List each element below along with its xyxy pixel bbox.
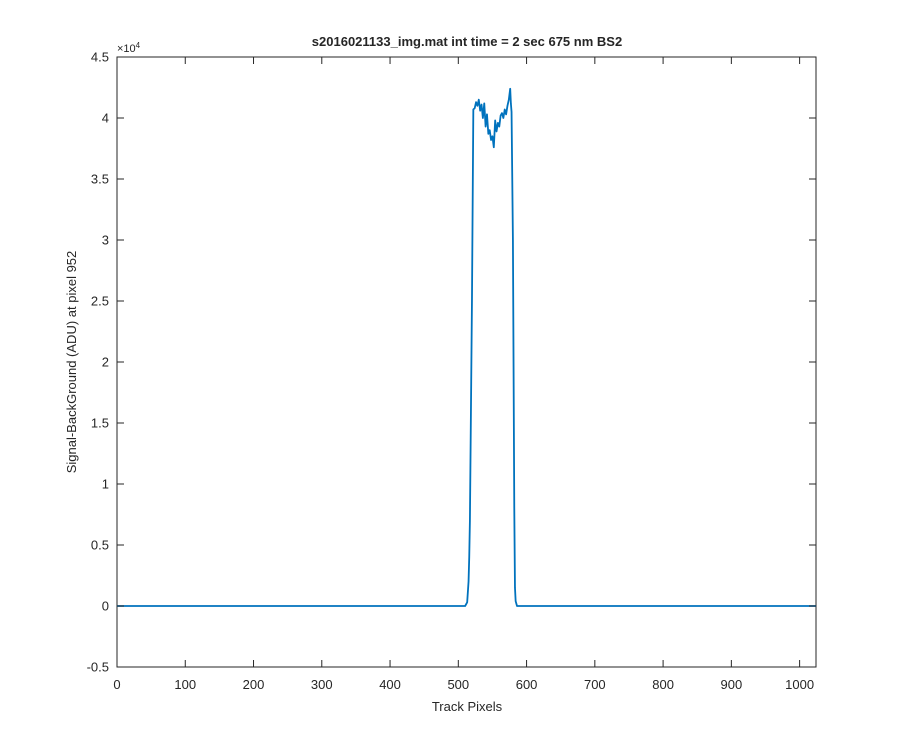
y-tick-label: 1.5 bbox=[91, 416, 109, 431]
y-axis-label: Signal-BackGround (ADU) at pixel 952 bbox=[64, 251, 79, 474]
chart-title: s2016021133_img.mat int time = 2 sec 675… bbox=[312, 34, 622, 49]
x-tick-label: 100 bbox=[174, 677, 196, 692]
y-tick-label: 1 bbox=[102, 477, 109, 492]
y-tick-label: 4 bbox=[102, 111, 109, 126]
x-tick-label: 700 bbox=[584, 677, 606, 692]
plot-area: 0 100 200 300 400 500 600 700 800 900 1000 -0.5 0 0.… bbox=[87, 50, 817, 692]
y-exponent-label: ×104 bbox=[117, 41, 141, 55]
x-tick-label: 1000 bbox=[785, 677, 814, 692]
x-tick-label: 0 bbox=[113, 677, 120, 692]
y-tick-label: 0 bbox=[102, 599, 109, 614]
series-line bbox=[117, 87, 816, 607]
y-tick-label: -0.5 bbox=[87, 660, 109, 675]
y-tick-label: 3 bbox=[102, 233, 109, 248]
y-tick-label: 4.5 bbox=[91, 50, 109, 65]
x-tick-label: 500 bbox=[447, 677, 469, 692]
y-tick-label: 2.5 bbox=[91, 294, 109, 309]
x-tick-label: 800 bbox=[652, 677, 674, 692]
x-tick-label: 600 bbox=[516, 677, 538, 692]
y-tick-label: 2 bbox=[102, 355, 109, 370]
x-tick-label: 200 bbox=[243, 677, 265, 692]
x-tick-label: 900 bbox=[721, 677, 743, 692]
x-tick-label: 400 bbox=[379, 677, 401, 692]
y-tick-label: 3.5 bbox=[91, 172, 109, 187]
y-tick-label: 0.5 bbox=[91, 538, 109, 553]
x-axis-label: Track Pixels bbox=[432, 699, 503, 714]
plot-frame bbox=[116, 56, 817, 668]
x-tick-label: 300 bbox=[311, 677, 333, 692]
